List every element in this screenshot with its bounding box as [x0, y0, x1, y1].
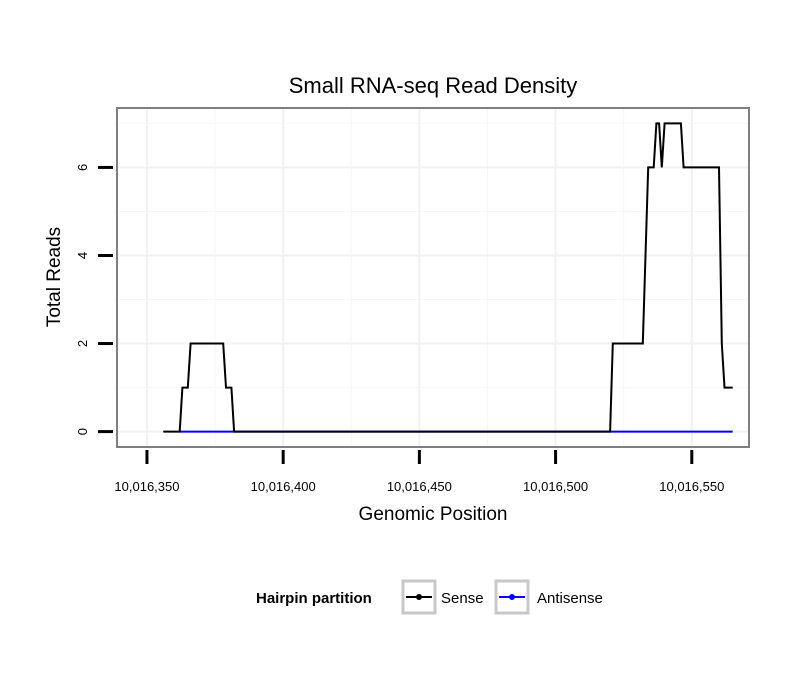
- panel-background: [117, 108, 749, 447]
- series-layer: [163, 122, 733, 433]
- x-tick-label: 10,016,550: [659, 479, 724, 494]
- plot-panel: [116, 107, 750, 448]
- y-tick-label: 6: [75, 164, 90, 171]
- legend: Hairpin partition Sense Antisense: [256, 579, 603, 615]
- legend-point-sense: [416, 594, 422, 600]
- x-axis-label: Genomic Position: [359, 504, 508, 525]
- chart-title: Small RNA-seq Read Density: [289, 73, 578, 98]
- series-line-sense: [163, 122, 733, 433]
- legend-item-sense: Sense: [401, 579, 484, 615]
- y-tick-label: 2: [75, 340, 90, 347]
- x-axis: 10,016,350 10,016,400 10,016,450 10,016,500…: [114, 450, 724, 494]
- legend-label-antisense: Antisense: [537, 590, 603, 607]
- x-tick-label: 10,016,450: [387, 479, 452, 494]
- y-axis-label: Total Reads: [44, 227, 65, 327]
- x-tick-label: 10,016,500: [523, 479, 588, 494]
- y-tick-label: 4: [75, 252, 90, 259]
- legend-point-antisense: [509, 594, 515, 600]
- x-tick-label: 10,016,400: [251, 479, 316, 494]
- x-tick-label: 10,016,350: [114, 479, 179, 494]
- y-axis: 0 2 4 6: [75, 164, 113, 435]
- legend-label-sense: Sense: [441, 590, 484, 607]
- y-tick-label: 0: [75, 428, 90, 435]
- panel-border: [116, 107, 750, 448]
- legend-item-antisense: Antisense: [494, 579, 603, 615]
- legend-title: Hairpin partition: [256, 590, 372, 607]
